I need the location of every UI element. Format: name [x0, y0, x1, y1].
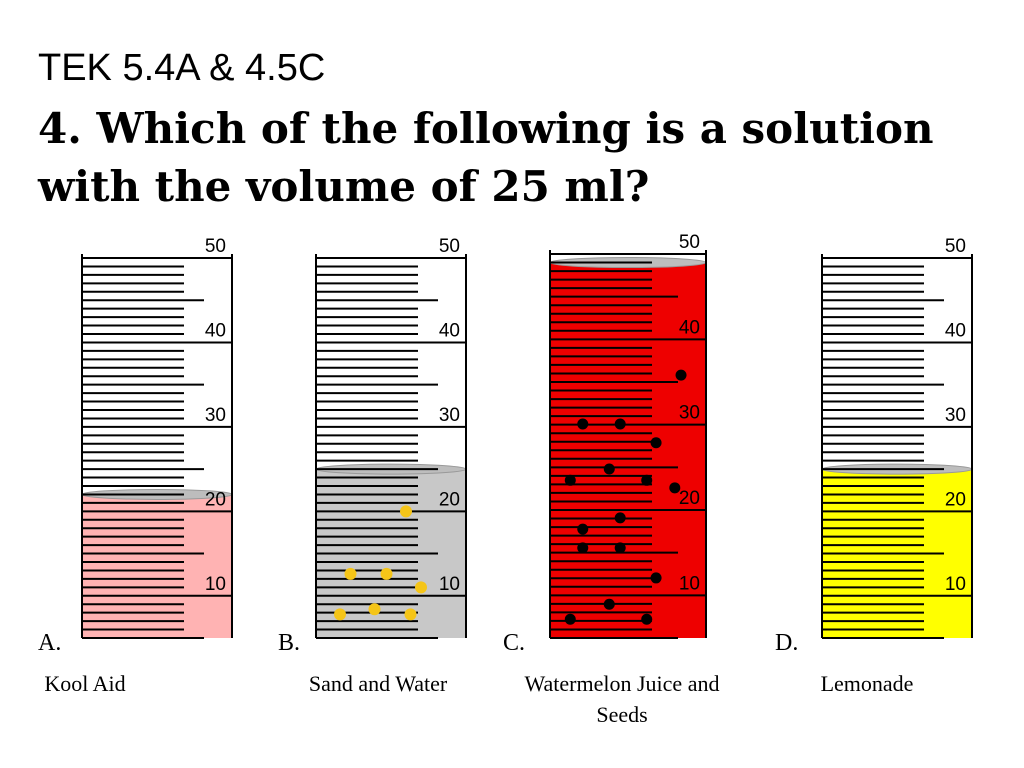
seed-particle: [669, 482, 681, 494]
seed-particle: [577, 542, 589, 554]
seed-particle: [577, 418, 589, 430]
scale-label-40: 40: [205, 320, 226, 341]
scale-label-50: 50: [205, 236, 226, 257]
seed-particle: [603, 463, 615, 475]
seed-particle: [650, 437, 662, 449]
scale-label-50: 50: [945, 236, 966, 257]
sand-particle: [415, 581, 427, 594]
question-text: 4. Which of the following is a solution …: [38, 104, 934, 211]
sand-particle: [368, 603, 381, 616]
option-a-letter: A.: [38, 630, 62, 656]
scale-label-10: 10: [205, 574, 226, 595]
seed-particle: [614, 418, 626, 430]
seed-particle: [564, 613, 576, 625]
seed-particle: [564, 474, 576, 486]
seed-particle: [675, 369, 687, 381]
seed-particle: [614, 512, 626, 524]
scale-label-30: 30: [679, 403, 700, 424]
scale-label-20: 20: [679, 488, 700, 509]
scale-label-10: 10: [945, 574, 966, 595]
scale-label-40: 40: [945, 320, 966, 341]
tek-heading: TEK 5.4A & 4.5C: [38, 47, 326, 89]
option-c-name: Watermelon Juice and Seeds: [524, 671, 720, 727]
option-b-name: Sand and Water: [308, 671, 448, 696]
scale-label-20: 20: [439, 489, 460, 510]
seed-particle: [577, 523, 589, 535]
sand-particle: [380, 567, 393, 580]
seed-particle: [614, 542, 626, 554]
seed-particle: [641, 613, 653, 625]
seed-particle: [650, 572, 662, 584]
option-a-name: Kool Aid: [44, 671, 126, 696]
cylinder-a[interactable]: 50 40 30 20 10: [80, 236, 236, 640]
sand-particle: [404, 608, 417, 621]
scale-label-50: 50: [679, 232, 700, 253]
scale-label-30: 30: [945, 405, 966, 426]
sand-particle: [334, 608, 346, 621]
scale-label-40: 40: [679, 317, 700, 338]
scale-label-10: 10: [439, 574, 460, 595]
scale-label-30: 30: [439, 405, 460, 426]
option-d-letter: D.: [775, 630, 799, 656]
cylinder-d[interactable]: 50 40 30 20 10: [820, 236, 976, 640]
option-c-letter: C.: [503, 630, 526, 656]
cylinder-c[interactable]: 50 40 30 20 10: [548, 232, 710, 640]
scale-label-10: 10: [679, 573, 700, 594]
sand-particle: [344, 567, 357, 580]
liquid-fill: [82, 494, 232, 638]
scale-label-30: 30: [205, 405, 226, 426]
seed-particle: [641, 474, 653, 486]
option-d-name: Lemonade: [820, 671, 914, 696]
scale-label-40: 40: [439, 320, 460, 341]
seed-particle: [603, 598, 615, 610]
option-b-letter: B.: [278, 630, 301, 656]
cylinder-b[interactable]: 50 40 30 20 10: [314, 236, 470, 640]
sand-particle: [400, 505, 412, 518]
scale-label-50: 50: [439, 236, 460, 257]
scale-label-20: 20: [205, 489, 226, 510]
scale-label-20: 20: [945, 489, 966, 510]
